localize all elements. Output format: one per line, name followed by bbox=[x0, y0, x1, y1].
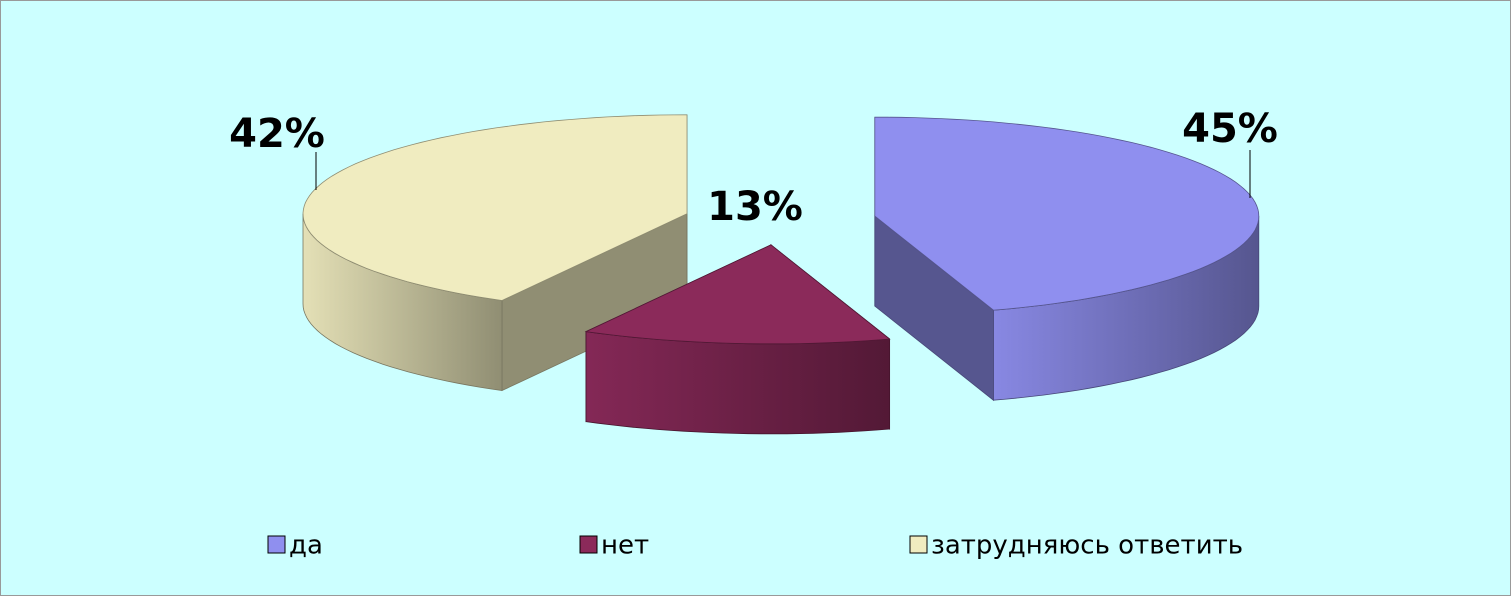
legend: да нет затрудняюсь ответить bbox=[267, 531, 1243, 561]
legend-swatch bbox=[579, 535, 598, 554]
legend-label: затрудняюсь ответить bbox=[931, 531, 1243, 561]
slice bbox=[584, 244, 891, 435]
pie: 45% 13% 42% bbox=[229, 106, 1278, 435]
slice-top bbox=[302, 114, 688, 301]
slice bbox=[302, 114, 688, 392]
legend-label: нет bbox=[601, 531, 649, 561]
value-label: 42% bbox=[229, 111, 325, 157]
slice-wall bbox=[585, 331, 890, 435]
legend-swatch bbox=[909, 535, 928, 554]
slice bbox=[874, 116, 1260, 402]
value-label: 45% bbox=[1182, 106, 1278, 152]
slice-top bbox=[874, 116, 1260, 311]
value-label: 13% bbox=[707, 184, 803, 230]
slice-top bbox=[584, 244, 891, 345]
legend-label: да bbox=[289, 531, 323, 561]
legend-swatch bbox=[267, 535, 286, 554]
